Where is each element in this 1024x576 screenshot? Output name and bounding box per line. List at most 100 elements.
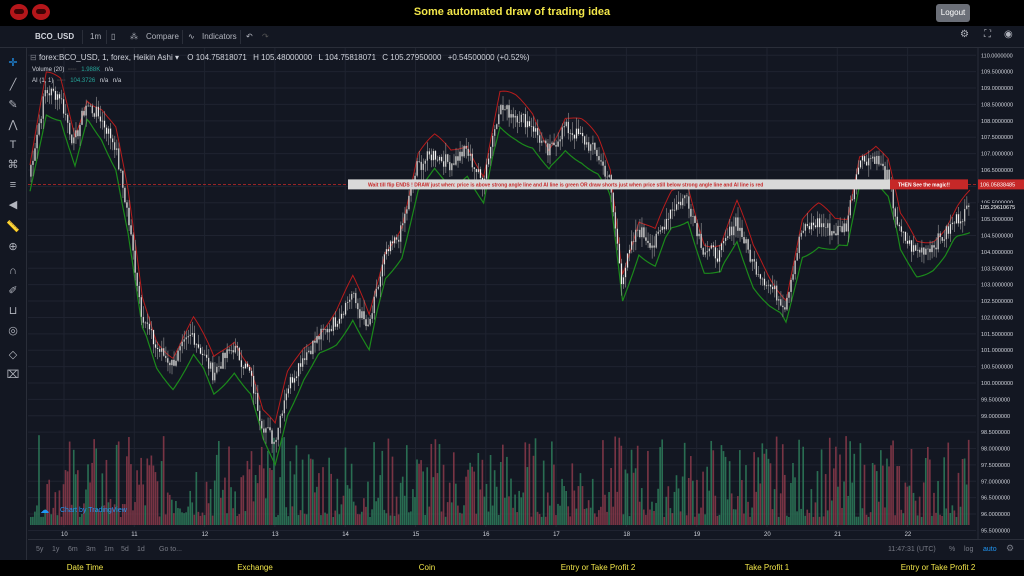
volume-bar <box>44 509 46 525</box>
candle-body <box>420 161 422 171</box>
logout-button[interactable]: Logout <box>936 4 970 22</box>
volume-bar <box>173 513 175 525</box>
volume-bar <box>769 463 772 525</box>
volume-bar <box>318 473 320 525</box>
volume-bar <box>542 460 545 525</box>
collapse-icon[interactable]: ⊟ <box>30 53 37 62</box>
text-icon[interactable]: T <box>9 139 17 151</box>
volume-bar <box>812 516 815 525</box>
zoom-icon[interactable]: ⊕ <box>8 241 18 253</box>
ruler-icon[interactable]: 📏 <box>6 221 20 233</box>
footer-entry-tp2-right[interactable]: Entry or Take Profit 2 <box>900 563 976 572</box>
volume-bar <box>839 454 841 525</box>
candle-body <box>424 160 426 164</box>
ai-na-1: n/a <box>99 78 109 84</box>
network-icon[interactable]: ⌘ <box>7 159 19 171</box>
crosshair-icon[interactable]: ✛ <box>8 57 18 69</box>
volume-bar <box>121 504 124 525</box>
volume-bar <box>591 478 594 525</box>
range-1y[interactable]: 1y <box>52 546 60 553</box>
pattern-icon[interactable]: ⋀ <box>8 119 18 131</box>
interval-select[interactable]: 1m <box>90 32 102 41</box>
volume-bar <box>683 442 686 525</box>
volume-bar <box>191 502 194 525</box>
layers-icon[interactable]: ◇ <box>8 349 18 361</box>
volume-bar <box>479 489 482 525</box>
pencil-lock-icon[interactable]: ✐ <box>8 285 18 297</box>
goto-button[interactable]: Go to... <box>159 546 182 553</box>
log-toggle[interactable]: log <box>964 546 974 553</box>
compare-icon[interactable]: ⁂ <box>130 32 138 41</box>
indicators-button[interactable]: Indicators <box>202 32 237 41</box>
redo-icon[interactable]: ↷ <box>262 32 269 41</box>
footer-coin[interactable]: Coin <box>418 563 436 572</box>
range-1m[interactable]: 1m <box>104 546 114 553</box>
candle-body <box>122 170 124 188</box>
volume-bar <box>336 478 339 525</box>
fullscreen-icon[interactable]: ⛶ <box>984 29 991 40</box>
footer-entry-tp2[interactable]: Entry or Take Profit 2 <box>560 563 636 572</box>
candle-body <box>79 124 81 137</box>
legend-open: O 104.75818071 <box>187 53 247 62</box>
price-chart[interactable]: 110.0000000 109.5000000 109.0000000 108.500… <box>28 48 1024 539</box>
volume-controls[interactable]: ▫▫▫▫ <box>68 67 77 73</box>
trash-icon[interactable]: ⌧ <box>6 369 20 381</box>
candle-body <box>635 229 637 243</box>
compare-button[interactable]: Compare <box>146 32 179 41</box>
volume-bar <box>105 459 108 525</box>
volume-bar <box>203 515 206 525</box>
back-arrow-icon[interactable]: ◀ <box>8 199 18 211</box>
candle-body <box>778 299 780 301</box>
candle-body <box>590 144 592 151</box>
magnet-icon[interactable]: ∩ <box>9 265 17 277</box>
range-5y[interactable]: 5y <box>36 546 44 553</box>
clock-time[interactable]: 11:47:31 (UTC) <box>888 546 936 553</box>
candle-body <box>444 154 447 167</box>
volume-bar <box>589 507 592 525</box>
bar-style-icon[interactable]: ▯ <box>111 32 116 41</box>
indicators-icon[interactable]: ∿ <box>188 32 195 41</box>
footer-date-time[interactable]: Date Time <box>66 563 104 572</box>
candle-body <box>532 126 535 132</box>
candle-body <box>776 285 778 301</box>
footer-exchange[interactable]: Exchange <box>237 563 273 572</box>
legend-dropdown-icon[interactable]: ▾ <box>175 53 180 62</box>
legend-high: H 105.48000000 <box>253 53 313 62</box>
footer-take-profit-1[interactable]: Take Profit 1 <box>744 563 790 572</box>
range-1d[interactable]: 1d <box>137 546 145 553</box>
eye-icon[interactable]: ◎ <box>8 325 18 337</box>
brush-icon[interactable]: ✎ <box>8 99 18 111</box>
volume-bar <box>275 516 277 525</box>
range-3m[interactable]: 3m <box>86 546 96 553</box>
trend-line-icon[interactable]: ╱ <box>9 79 17 91</box>
lock-icon[interactable]: ⊔ <box>8 305 18 317</box>
candle-body <box>592 142 594 145</box>
chart-settings-icon[interactable]: ⚙ <box>1006 543 1015 553</box>
range-6m[interactable]: 6m <box>68 546 78 553</box>
candle-body <box>44 89 46 97</box>
camera-icon[interactable]: ◉ <box>1004 29 1013 40</box>
undo-icon[interactable]: ↶ <box>246 32 253 41</box>
volume-bar <box>522 492 525 525</box>
y-tick-label: 104.5000000 <box>981 234 1013 240</box>
percent-toggle[interactable]: % <box>949 546 956 553</box>
candle-body <box>737 217 739 231</box>
range-5d[interactable]: 5d <box>121 546 129 553</box>
volume-bar <box>626 473 629 525</box>
auto-toggle[interactable]: auto <box>983 546 997 553</box>
candle-body <box>494 128 496 136</box>
ai-controls[interactable]: ▫▫▫▫ <box>57 78 66 84</box>
settings-icon[interactable]: ⚙ <box>960 29 969 40</box>
candle-body <box>647 240 649 244</box>
fib-icon[interactable]: ≡ <box>9 179 17 191</box>
volume-bar <box>152 465 155 525</box>
volume-bar <box>197 511 200 525</box>
candle-body <box>285 393 288 401</box>
candle-body <box>874 156 876 165</box>
candle-body <box>498 114 500 125</box>
candle-body <box>729 226 731 237</box>
symbol-search[interactable]: BCO_USD <box>35 32 75 41</box>
volume-bar <box>170 499 173 525</box>
volume-bar <box>489 454 492 525</box>
volume-bar <box>295 445 298 525</box>
